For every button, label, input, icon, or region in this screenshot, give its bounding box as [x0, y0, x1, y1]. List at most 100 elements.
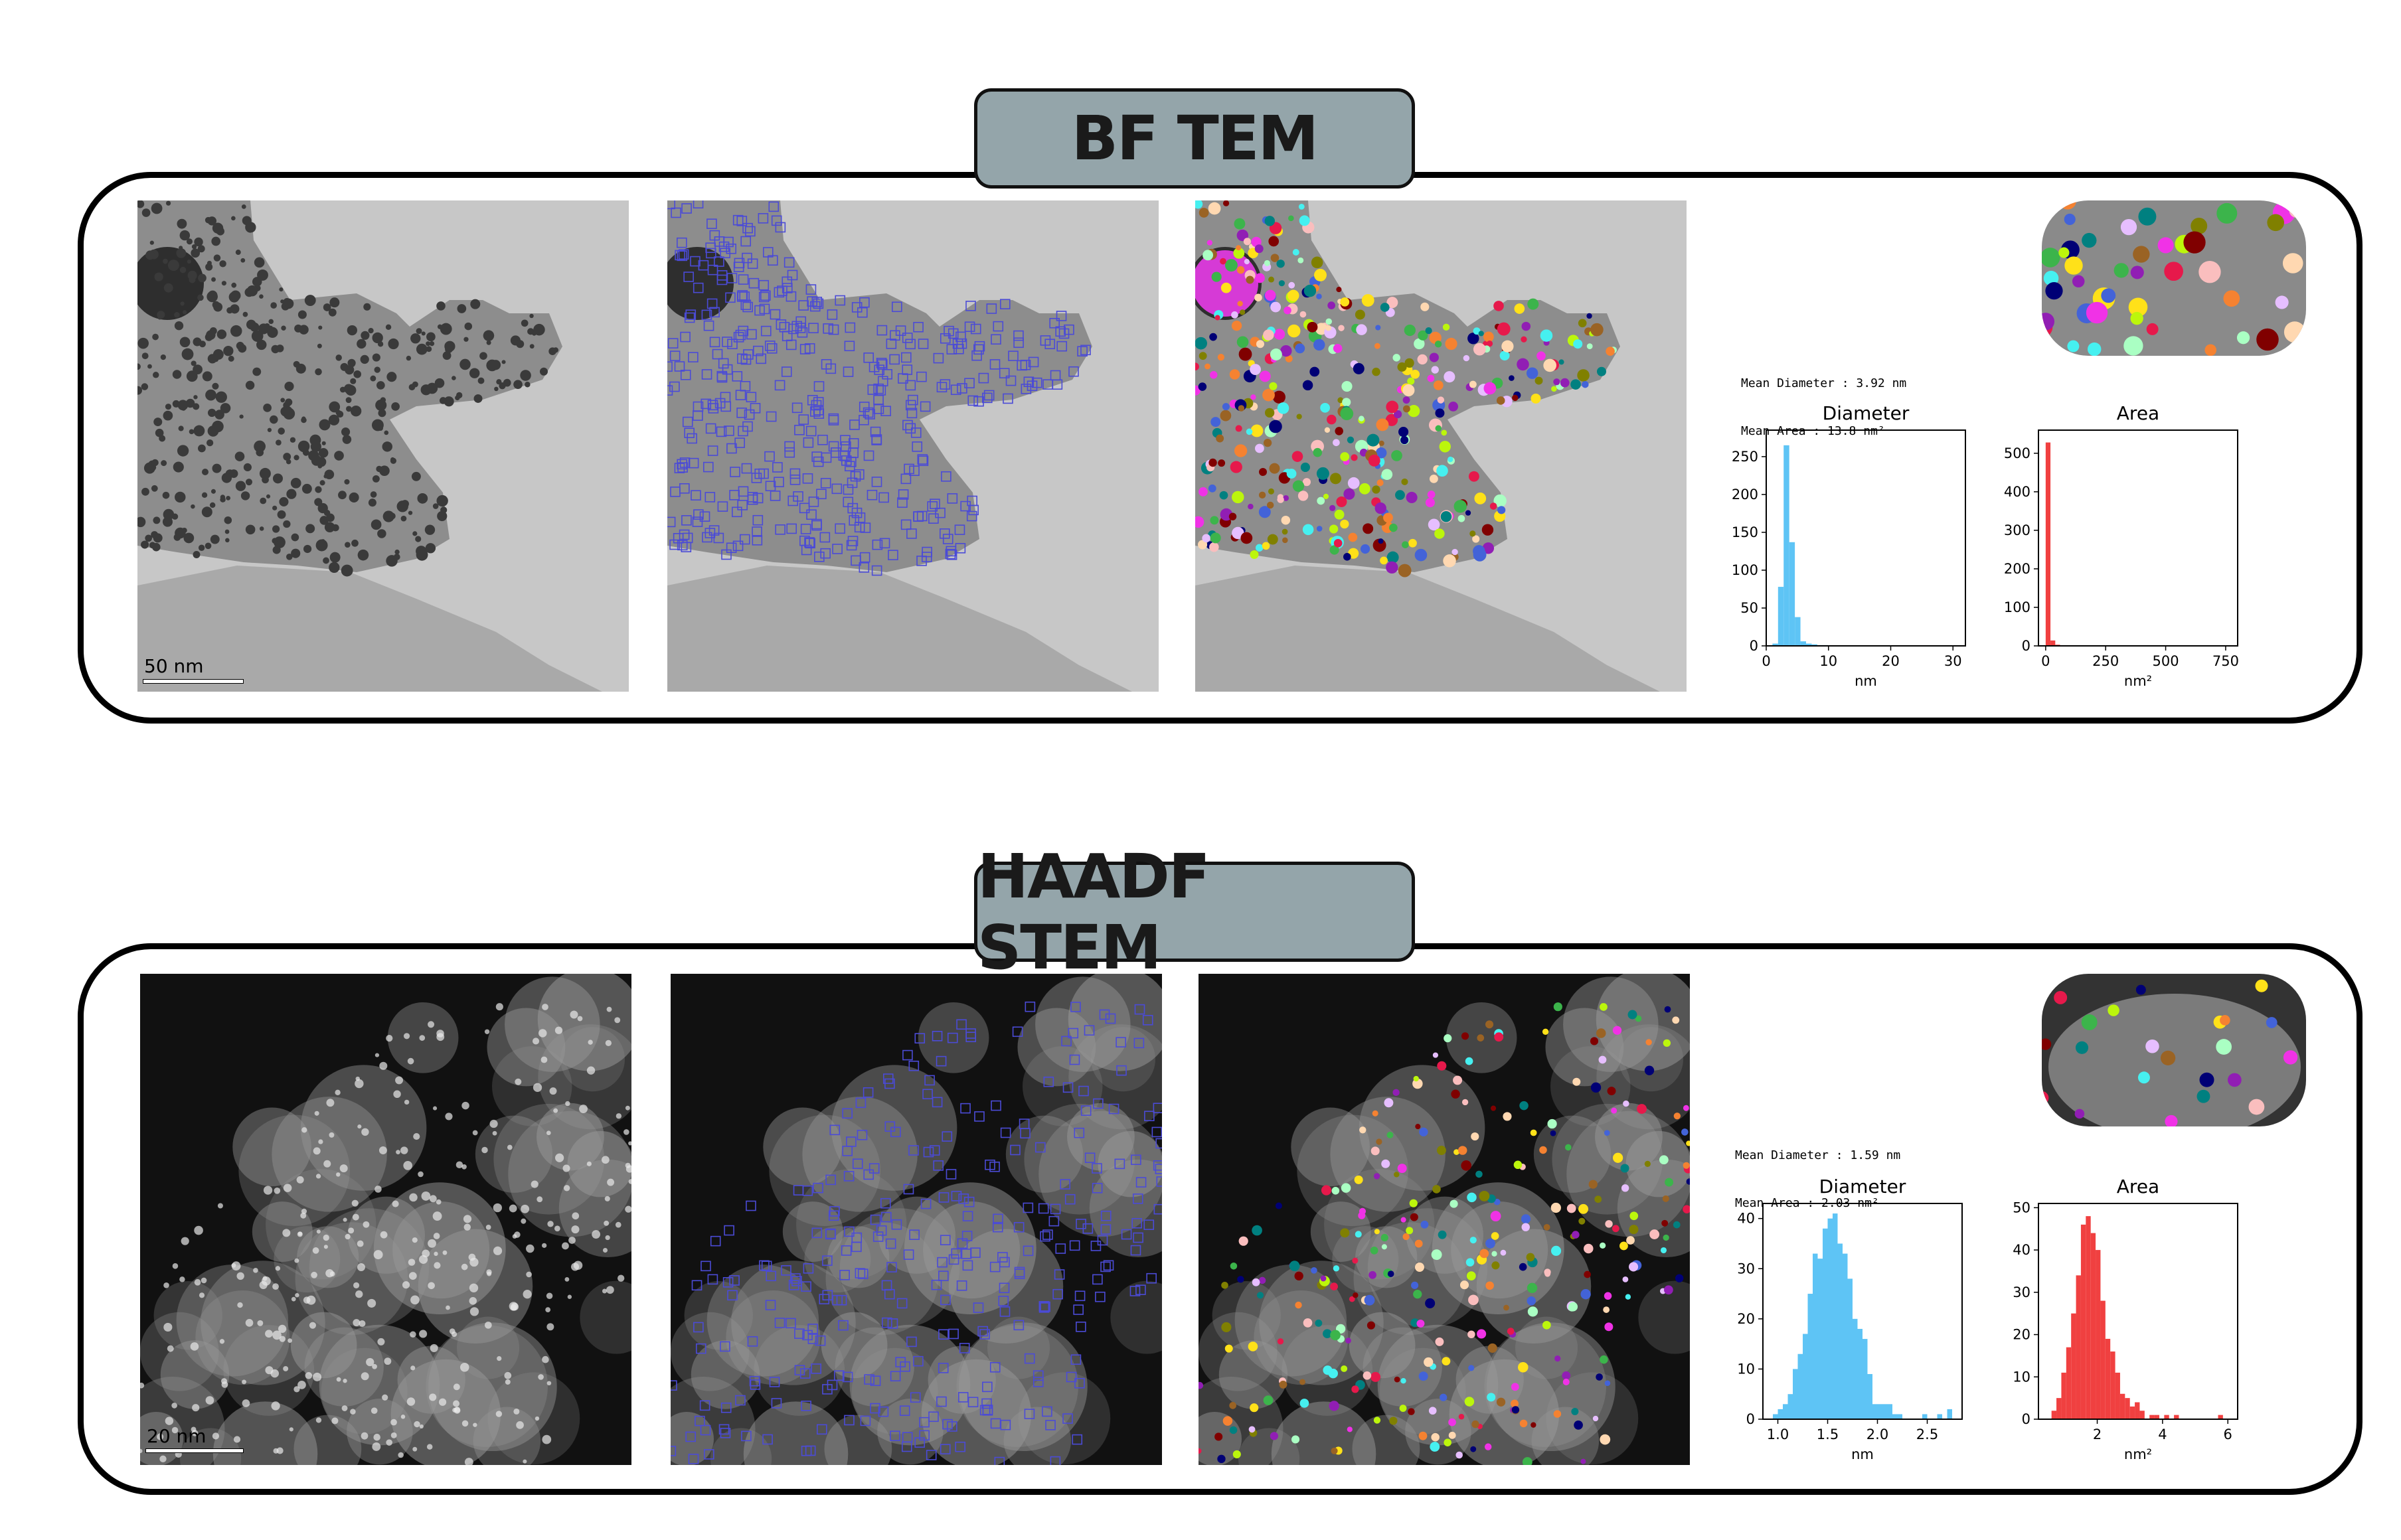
detection-box	[932, 1030, 943, 1041]
nanoparticle	[175, 491, 186, 503]
segmented-particle	[1629, 1225, 1639, 1235]
nanoparticle	[394, 549, 400, 555]
detection-box	[902, 333, 913, 343]
segmented-particle	[1530, 1129, 1537, 1136]
detection-box	[857, 1130, 868, 1140]
detection-box	[951, 1191, 962, 1201]
segmented-particle	[1406, 491, 1418, 504]
detection-box	[882, 1317, 892, 1328]
detection-box	[1066, 1371, 1077, 1383]
segmented-particle	[1229, 1402, 1236, 1409]
detection-box	[669, 381, 680, 392]
haadf-area-hist-bar	[2105, 1338, 2111, 1419]
segmented-particle	[1343, 488, 1355, 500]
support-cluster	[849, 1324, 971, 1446]
detection-box	[1144, 1111, 1155, 1122]
nanoparticle	[174, 321, 184, 331]
nanoparticle	[286, 489, 297, 499]
segmented-particle	[1303, 1318, 1313, 1328]
detection-box	[736, 408, 747, 418]
detection-box	[729, 1275, 740, 1286]
detection-box	[977, 1326, 988, 1337]
nanoparticle	[353, 1319, 361, 1327]
detection-box	[704, 1449, 714, 1460]
detection-box	[983, 390, 995, 401]
detection-box	[927, 501, 938, 512]
nanoparticle	[514, 1231, 521, 1238]
nanoparticle	[331, 1417, 339, 1424]
nanoparticle	[209, 502, 216, 508]
nanoparticle	[293, 455, 299, 461]
haadf-area-hist-bar	[2125, 1398, 2130, 1419]
nanoparticle	[495, 1411, 503, 1417]
haadf-area-hist-frame	[2038, 1203, 2238, 1420]
nanoparticle	[206, 439, 214, 447]
nanoparticle	[586, 1161, 592, 1166]
segmented-particle	[1661, 1219, 1669, 1227]
nanoparticle	[201, 506, 212, 518]
nanoparticle	[259, 467, 271, 479]
detection-box	[743, 349, 754, 360]
support-cluster	[491, 1046, 572, 1126]
haadf-stem-title: HAADF STEM	[977, 840, 1210, 983]
nanoparticle	[212, 420, 224, 433]
nanoparticle	[216, 329, 227, 339]
segmented-particle	[1551, 386, 1557, 392]
detection-box	[679, 483, 690, 494]
haadf-diameter-hist-xlabel: nm	[1851, 1446, 1874, 1462]
nanoparticle	[151, 202, 163, 214]
segmented-particle	[1236, 229, 1249, 242]
thumbnail-particle	[2123, 336, 2143, 356]
detection-box	[938, 1329, 949, 1340]
nanoparticle	[501, 360, 506, 364]
segmented-particle	[1327, 414, 1337, 425]
nanoparticle	[421, 331, 426, 336]
nanoparticle	[463, 1215, 472, 1223]
nanoparticle	[486, 340, 491, 345]
segmented-particle	[1275, 1202, 1282, 1209]
segmented-particle	[1395, 490, 1405, 501]
detection-box	[876, 325, 888, 336]
detection-box	[758, 279, 770, 291]
nanoparticle	[245, 1319, 254, 1327]
detection-box	[1095, 1291, 1106, 1302]
thumbnail-particle	[2275, 295, 2289, 309]
nanoparticle	[355, 1076, 360, 1081]
segmented-particle	[1282, 537, 1288, 544]
segmented-particle	[1386, 551, 1399, 564]
thumbnail-particle	[2108, 1004, 2119, 1016]
nanoparticle	[623, 1129, 629, 1135]
segmented-particle	[1578, 1203, 1589, 1214]
nanoparticle	[189, 276, 196, 283]
segmented-particle	[1418, 330, 1428, 341]
segmented-particle	[1397, 362, 1407, 372]
segmented-particle	[1263, 329, 1274, 341]
detection-box	[1056, 341, 1068, 352]
nanoparticle	[353, 370, 362, 378]
segmented-particle	[1578, 1217, 1586, 1225]
thumbnail-particle	[2204, 344, 2216, 356]
detection-box	[795, 323, 806, 333]
nanoparticle	[141, 208, 151, 217]
detection-box	[789, 474, 801, 485]
detection-box	[872, 539, 883, 550]
detection-box	[745, 226, 756, 237]
detection-box	[1092, 1163, 1102, 1174]
detection-box	[695, 1343, 706, 1354]
detection-box	[905, 380, 916, 391]
nanoparticle	[321, 539, 325, 544]
detection-box	[1021, 384, 1032, 394]
segmented-particle	[1231, 311, 1238, 319]
detection-box	[790, 1273, 801, 1284]
segmented-particle	[1244, 258, 1250, 265]
segmented-particle	[1427, 374, 1435, 382]
detection-box	[791, 1276, 802, 1286]
segmented-particle	[1665, 1178, 1674, 1187]
detection-box	[928, 513, 939, 524]
nanoparticle	[562, 1242, 569, 1250]
detection-box	[873, 394, 884, 406]
nanoparticle	[224, 516, 232, 524]
nanoparticle	[257, 269, 268, 281]
detection-box	[1156, 1176, 1162, 1187]
detection-box	[909, 465, 920, 477]
